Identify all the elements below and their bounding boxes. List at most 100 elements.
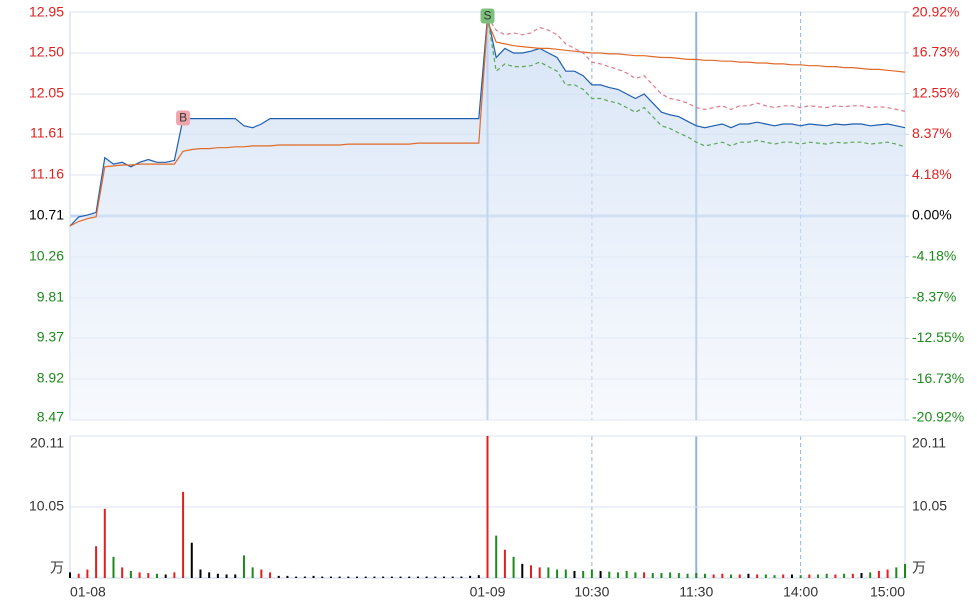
y-tick-label: 10.71 bbox=[29, 207, 64, 223]
volume-bar bbox=[408, 576, 411, 578]
plot bbox=[69, 8, 906, 578]
volume-bar bbox=[199, 569, 202, 578]
volume-bar bbox=[695, 573, 698, 578]
volume-bar bbox=[312, 575, 315, 578]
volume-bar bbox=[164, 574, 167, 578]
volume-bar bbox=[208, 572, 211, 578]
y2-tick-label: 12.55% bbox=[912, 84, 959, 100]
x-tick-label: 01-08 bbox=[70, 584, 106, 600]
y2-tick-label: 20.92% bbox=[912, 4, 959, 20]
volume-bar bbox=[686, 573, 689, 578]
volume-bar bbox=[190, 542, 193, 578]
volume-bar bbox=[216, 573, 219, 578]
y2-tick-label: -8.37% bbox=[912, 288, 956, 304]
volume-bar bbox=[799, 575, 802, 578]
y-tick-label: 11.16 bbox=[30, 166, 64, 182]
volume-bar bbox=[469, 575, 472, 578]
volume-bar bbox=[573, 570, 576, 578]
volume-bar bbox=[303, 576, 306, 578]
volume-bar bbox=[173, 572, 176, 578]
volume-bar bbox=[512, 556, 515, 578]
volume-bar bbox=[582, 570, 585, 578]
volume-bar bbox=[356, 576, 359, 578]
volume-bar bbox=[251, 567, 254, 578]
volume-bar bbox=[738, 574, 741, 578]
volume-bar bbox=[669, 572, 672, 578]
volume-bar bbox=[242, 555, 245, 578]
y-tick-label: 10.26 bbox=[29, 248, 64, 264]
trade-marker bbox=[176, 110, 191, 126]
volume-bar bbox=[599, 570, 602, 578]
volume-bar bbox=[790, 574, 793, 578]
y-tick-label: 9.81 bbox=[37, 289, 64, 305]
volume-bar bbox=[443, 576, 446, 578]
volume-bar bbox=[129, 570, 132, 578]
volume-bar bbox=[773, 575, 776, 578]
y2-tick-label: -12.55% bbox=[912, 329, 964, 345]
volume-bar bbox=[590, 569, 593, 578]
volume-bar bbox=[808, 574, 811, 578]
volume-bar bbox=[677, 573, 680, 578]
volume-bar bbox=[886, 569, 889, 578]
volume-bar bbox=[477, 575, 480, 578]
y-tick-label: 12.95 bbox=[29, 4, 64, 20]
volume-bar bbox=[556, 569, 559, 578]
volume-bar bbox=[147, 573, 150, 578]
volume-bar bbox=[416, 576, 419, 578]
trade-marker bbox=[480, 8, 495, 24]
y-tick-label: 12.50 bbox=[29, 44, 64, 60]
volume-bar bbox=[825, 573, 828, 578]
volume-bar bbox=[764, 574, 767, 578]
y2-tick-label: -16.73% bbox=[912, 370, 964, 386]
volume-bar bbox=[521, 563, 524, 578]
trade-marker-label: B bbox=[179, 111, 187, 125]
price-area bbox=[70, 16, 905, 420]
volume-bar bbox=[904, 563, 906, 578]
volume-bar bbox=[564, 569, 567, 578]
volume-bar bbox=[277, 575, 280, 578]
volume-bar bbox=[138, 572, 141, 578]
volume-bar bbox=[756, 574, 759, 578]
volume-bar bbox=[338, 576, 341, 578]
volume-unit: 万 bbox=[50, 560, 64, 576]
x-tick-label: 01-09 bbox=[470, 584, 506, 600]
volume-bar bbox=[364, 576, 367, 578]
volume-tick-label: 10.05 bbox=[29, 498, 64, 514]
x-tick-label: 14:00 bbox=[783, 584, 818, 600]
volume-tick-label: 10.05 bbox=[912, 498, 947, 514]
volume-bar bbox=[260, 569, 263, 578]
volume-bar bbox=[747, 573, 750, 578]
volume-bar bbox=[547, 567, 550, 578]
band-line bbox=[486, 16, 906, 148]
y-tick-label: 12.05 bbox=[29, 85, 64, 101]
y2-tick-label: -20.92% bbox=[912, 409, 964, 425]
y-tick-label: 8.47 bbox=[37, 409, 64, 425]
volume-bar bbox=[660, 573, 663, 578]
volume-bar bbox=[86, 569, 89, 578]
volume-bar bbox=[286, 575, 289, 578]
volume-bar bbox=[460, 576, 463, 578]
volume-unit: 万 bbox=[912, 560, 926, 576]
volume-bar bbox=[538, 567, 541, 578]
volume-bar bbox=[112, 556, 115, 578]
labels: 12.95 12.50 12.05 11.61 11.16 10.71 10.26 9.81 9… bbox=[29, 4, 964, 600]
volume-bar bbox=[434, 576, 437, 578]
y-tick-label: 9.37 bbox=[37, 329, 64, 345]
volume-bar bbox=[269, 572, 272, 578]
y2-tick-label: 16.73% bbox=[912, 44, 959, 60]
volume-bar bbox=[103, 508, 106, 578]
volume-bar bbox=[95, 546, 98, 578]
y-tick-label: 11.61 bbox=[30, 125, 64, 141]
volume-bar bbox=[625, 570, 628, 578]
volume-bar bbox=[730, 574, 733, 578]
volume-bar bbox=[347, 576, 350, 578]
volume-bar bbox=[877, 570, 880, 578]
volume-bar bbox=[834, 574, 837, 578]
volume-bar bbox=[69, 572, 71, 578]
volume-bar bbox=[390, 576, 393, 578]
y2-tick-label: 0.00% bbox=[912, 207, 952, 223]
y2-tick-label: -4.18% bbox=[912, 247, 956, 263]
volume-bar bbox=[616, 572, 619, 578]
volume-bar bbox=[843, 573, 846, 578]
volume-bar bbox=[329, 576, 332, 578]
